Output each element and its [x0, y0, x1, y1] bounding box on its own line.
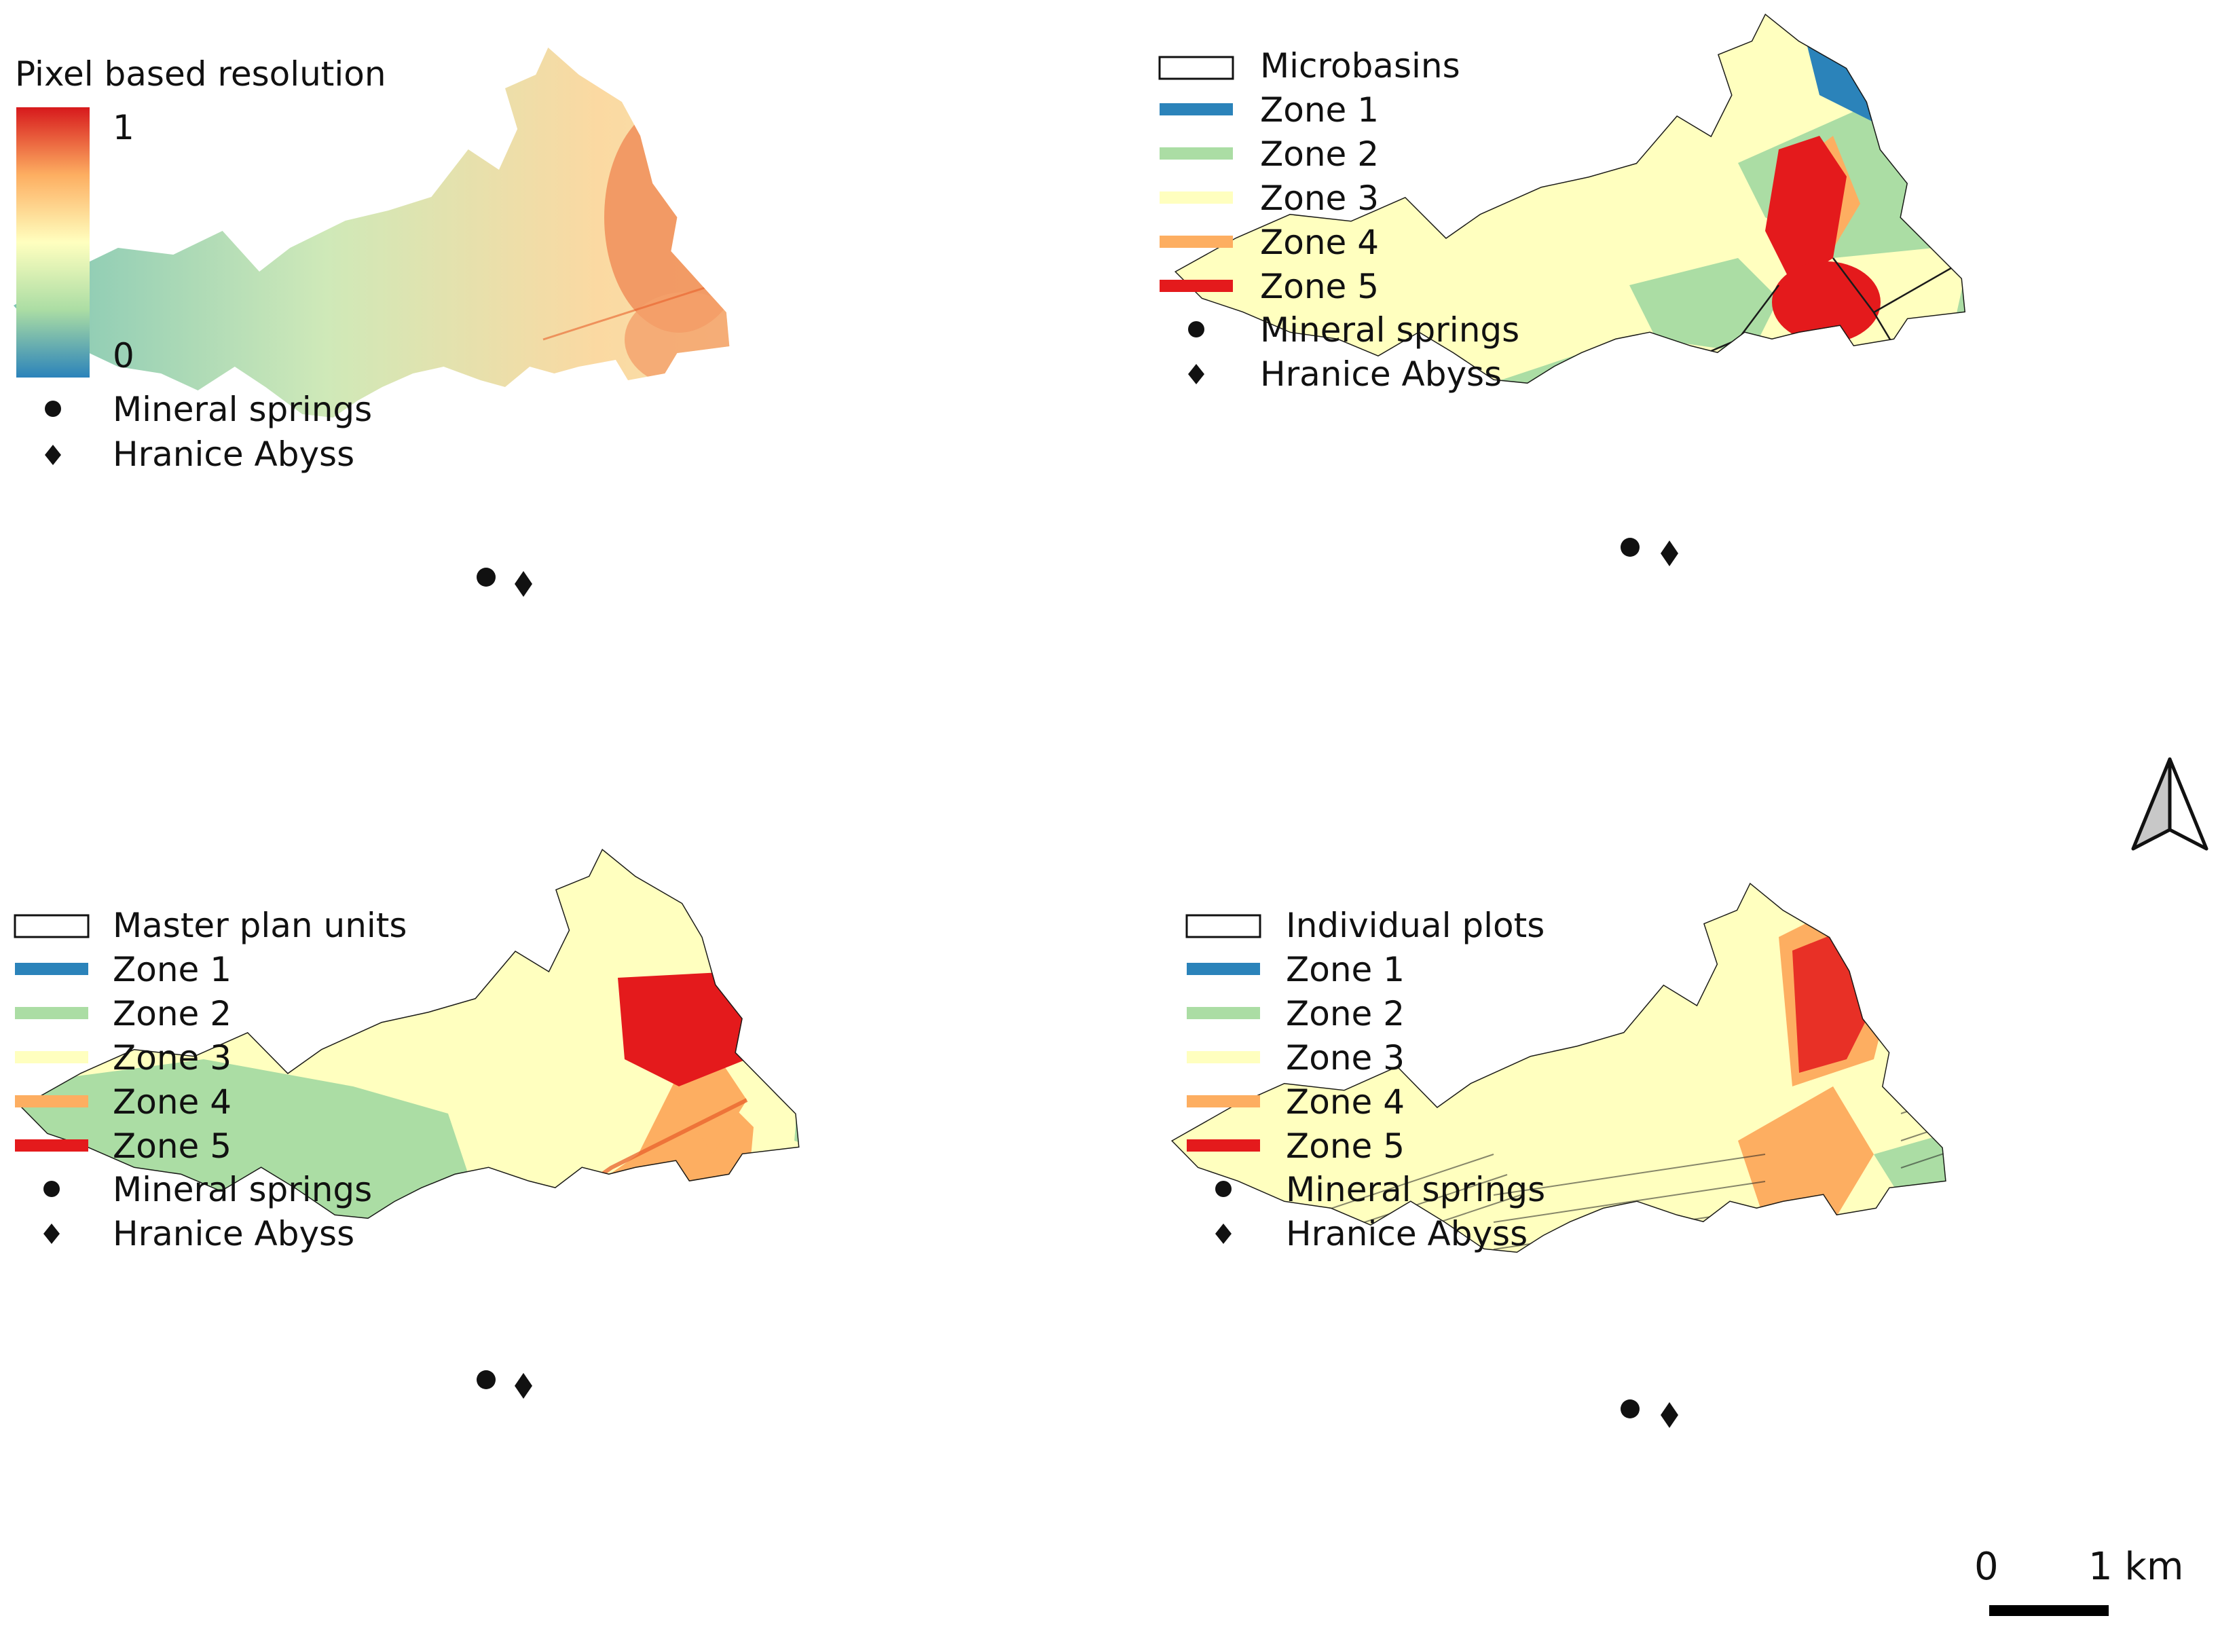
plots-legend-spring-label: Mineral springs: [1286, 1170, 1545, 1209]
plots-legend-zone5-label: Zone 5: [1286, 1126, 1405, 1166]
master-plan-legend-zone4-symbol: [15, 1095, 88, 1107]
raster-legend-title: Pixel based resolution: [15, 54, 386, 94]
master-plan-legend-abyss-label: Hranice Abyss: [113, 1214, 354, 1253]
microbasins-legend-zone4-label: Zone 4: [1260, 223, 1379, 262]
raster-legend-abyss-symbol: [45, 445, 61, 465]
plots-legend-abyss-label: Hranice Abyss: [1286, 1214, 1528, 1253]
raster-abyss-marker: [515, 571, 532, 597]
microbasins-legend-zone1-label: Zone 1: [1260, 90, 1379, 130]
plots-abyss-marker: [1661, 1402, 1678, 1428]
microbasins-legend-spring-label: Mineral springs: [1260, 310, 1519, 350]
master-plan-legend-outline-label: Master plan units: [113, 906, 407, 945]
master-plan-legend-zone1-label: Zone 1: [113, 950, 232, 989]
plots-legend-zone1-symbol: [1187, 963, 1260, 975]
microbasins-legend-abyss-symbol: [1188, 364, 1204, 384]
scale-bar: 0 1 km: [1974, 1545, 2183, 1616]
master-plan-legend-outline-symbol: [14, 914, 90, 938]
microbasins-abyss-marker: [1661, 540, 1678, 566]
microbasins-legend-abyss-label: Hranice Abyss: [1260, 354, 1502, 394]
plots-spring-marker: [1621, 1399, 1640, 1418]
microbasins-legend-zone3-symbol: [1160, 191, 1233, 204]
microbasins-legend: Microbasins Zone 1 Zone 2 Zone 3 Zone 4 …: [1158, 46, 1519, 394]
plots-legend-outline-symbol: [1185, 914, 1261, 938]
microbasins-legend-zone2-label: Zone 2: [1260, 134, 1379, 174]
master-plan-legend-spring-symbol: [43, 1181, 60, 1197]
master-plan-legend: Master plan units Zone 1 Zone 2 Zone 3 Z…: [14, 906, 407, 1253]
master-plan-legend-zone3-symbol: [15, 1051, 88, 1063]
master-plan-abyss-marker: [515, 1373, 532, 1399]
microbasins-legend-zone5-label: Zone 5: [1260, 267, 1379, 306]
master-plan-legend-zone5-symbol: [15, 1139, 88, 1152]
raster-spring-marker: [477, 568, 496, 587]
microbasins-legend-spring-symbol: [1188, 321, 1204, 337]
microbasins-legend-zone4-symbol: [1160, 236, 1233, 248]
raster-legend-spring-symbol: [45, 401, 61, 417]
master-plan-spring-marker: [477, 1370, 496, 1389]
microbasins-legend-zone5-symbol: [1160, 280, 1233, 292]
north-arrow-icon: [2131, 757, 2208, 851]
raster-ramp-min-label: 0: [113, 336, 134, 375]
plots-legend-zone2-label: Zone 2: [1286, 994, 1405, 1033]
microbasins-legend-zone3-label: Zone 3: [1260, 179, 1379, 218]
plots-legend-zone2-symbol: [1187, 1007, 1260, 1019]
microbasins-spring-marker: [1621, 538, 1640, 557]
plots-legend-zone4-symbol: [1187, 1095, 1260, 1107]
plots-legend-zone5-symbol: [1187, 1139, 1260, 1152]
master-plan-legend-zone5-label: Zone 5: [113, 1126, 232, 1166]
plots-legend-abyss-symbol: [1215, 1224, 1232, 1244]
raster-color-ramp: [16, 107, 90, 378]
master-plan-legend-zone2-label: Zone 2: [113, 994, 232, 1033]
plots-legend-spring-symbol: [1215, 1181, 1232, 1197]
microbasins-legend-outline-symbol: [1158, 56, 1234, 80]
master-plan-legend-spring-label: Mineral springs: [113, 1170, 372, 1209]
raster-ramp-max-label: 1: [113, 108, 134, 147]
microbasins-legend-zone1-symbol: [1160, 103, 1233, 115]
master-plan-legend-zone3-label: Zone 3: [113, 1038, 232, 1078]
plots-legend: Individual plots Zone 1 Zone 2 Zone 3 Zo…: [1185, 906, 1545, 1253]
plots-legend-zone4-label: Zone 4: [1286, 1082, 1405, 1122]
master-plan-legend-zone2-symbol: [15, 1007, 88, 1019]
microbasins-legend-outline-label: Microbasins: [1260, 46, 1460, 86]
scale-bar-end-label: 1 km: [2088, 1545, 2183, 1589]
plots-legend-zone3-label: Zone 3: [1286, 1038, 1405, 1078]
master-plan-legend-zone4-label: Zone 4: [113, 1082, 232, 1122]
scale-bar-line: [1989, 1605, 2109, 1616]
master-plan-legend-abyss-symbol: [43, 1224, 60, 1244]
raster-legend-spring-label: Mineral springs: [113, 390, 372, 429]
raster-legend-abyss-label: Hranice Abyss: [113, 435, 354, 474]
microbasins-legend-zone2-symbol: [1160, 147, 1233, 160]
raster-legend: Pixel based resolution 1 0 Mineral sprin…: [15, 54, 386, 474]
plots-legend-zone1-label: Zone 1: [1286, 950, 1405, 989]
plots-legend-zone3-symbol: [1187, 1051, 1260, 1063]
plots-legend-outline-label: Individual plots: [1286, 906, 1545, 945]
scale-bar-start-label: 0: [1974, 1545, 1999, 1589]
master-plan-legend-zone1-symbol: [15, 963, 88, 975]
